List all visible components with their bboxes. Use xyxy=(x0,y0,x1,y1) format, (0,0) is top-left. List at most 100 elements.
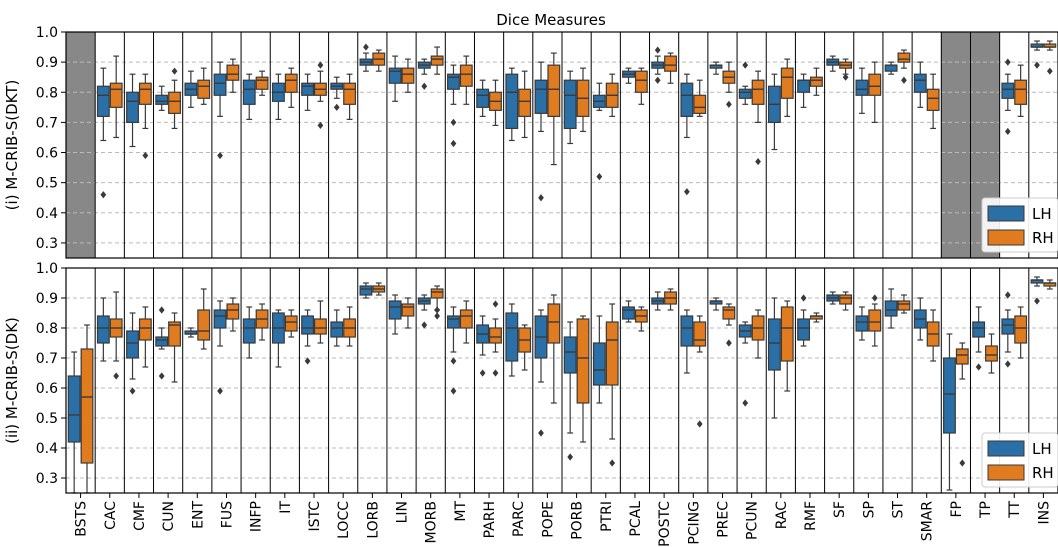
outlier-point xyxy=(596,173,603,181)
panel-frame xyxy=(65,31,1058,259)
box-pcal-lh xyxy=(622,300,635,323)
iqr-box xyxy=(693,321,707,347)
box-cac-lh xyxy=(96,67,110,142)
box-fus-rh xyxy=(226,297,240,332)
iqr-box xyxy=(430,288,444,299)
box-locc-rh xyxy=(343,73,357,120)
iqr-box xyxy=(447,315,460,329)
iqr-box xyxy=(1014,315,1028,344)
outlier-point xyxy=(158,306,165,314)
box-locc-lh xyxy=(330,309,344,347)
iqr-box xyxy=(1001,318,1015,335)
iqr-box xyxy=(96,85,110,117)
outlier-point xyxy=(1046,67,1053,75)
legend-swatch-rh xyxy=(987,229,1025,246)
iqr-box xyxy=(401,67,415,84)
legend-label-lh: LH xyxy=(1032,205,1052,223)
box-prec-rh xyxy=(722,61,736,93)
y-tick-label: 0.7 xyxy=(36,115,58,131)
box-pope-lh xyxy=(534,61,548,133)
y-tick-label: 0.9 xyxy=(36,55,58,71)
box-ent-lh xyxy=(184,327,198,338)
box-parc-rh xyxy=(518,70,532,139)
box-rac-rh xyxy=(780,300,794,392)
y-tick-label: 0.5 xyxy=(36,411,58,427)
iqr-box xyxy=(67,375,81,443)
outlier-point xyxy=(842,73,849,81)
y-tick-label: 0.4 xyxy=(36,206,58,222)
box-tp-lh xyxy=(972,306,986,353)
box-ins-rh xyxy=(1043,40,1057,51)
outlier-point xyxy=(975,363,982,371)
iqr-box xyxy=(680,82,694,117)
iqr-box xyxy=(780,306,794,362)
iqr-box xyxy=(168,321,181,347)
box-rac-rh xyxy=(780,58,794,117)
box-infp-lh xyxy=(242,306,256,359)
box-bsts-lh xyxy=(67,351,81,494)
outlier-point xyxy=(434,312,441,320)
box-ins-rh xyxy=(1043,279,1057,290)
outlier-point xyxy=(742,399,749,407)
box-pope-lh xyxy=(534,309,548,383)
box-parc-lh xyxy=(505,303,519,377)
iqr-box xyxy=(1014,79,1028,105)
outlier-point xyxy=(696,420,703,428)
box-pcing-rh xyxy=(693,315,707,353)
box-porb-lh xyxy=(563,321,577,434)
iqr-box xyxy=(693,94,707,114)
iqr-box xyxy=(751,79,765,105)
box-parh-rh xyxy=(489,318,502,353)
outlier-point xyxy=(654,46,661,54)
box-parh-lh xyxy=(476,79,490,117)
iqr-box xyxy=(80,348,94,464)
outlier-point xyxy=(492,300,499,308)
iqr-box xyxy=(213,73,227,96)
outlier-point xyxy=(450,357,457,365)
box-pcing-lh xyxy=(680,309,694,374)
x-tick-label-istc: ISTC xyxy=(307,501,323,532)
box-st-rh xyxy=(897,294,911,314)
box-postc-lh xyxy=(651,55,665,75)
y-axis-label: (i) M-CRIB-S(DKT) xyxy=(3,80,21,211)
box-ins-lh xyxy=(1030,40,1044,51)
box-fus-rh xyxy=(226,58,240,93)
outlier-point xyxy=(959,459,966,467)
x-tick-label-cmf: CMF xyxy=(132,501,148,531)
x-tick-label-lorb: LORB xyxy=(365,501,381,539)
outlier-point xyxy=(434,306,441,314)
box-st-lh xyxy=(884,288,898,329)
x-tick-label-sf: SF xyxy=(832,501,848,518)
iqr-box xyxy=(388,300,402,320)
box-tt-lh xyxy=(1001,309,1015,353)
box-parc-rh xyxy=(518,324,532,371)
outlier-point xyxy=(450,118,457,126)
iqr-box xyxy=(489,327,502,344)
iqr-box xyxy=(884,300,898,317)
box-tp-rh xyxy=(985,333,998,374)
box-tt-rh xyxy=(1014,306,1028,359)
iqr-box xyxy=(767,318,781,371)
box-istc-rh xyxy=(313,300,327,344)
box-rmf-rh xyxy=(809,67,823,96)
outlier-point xyxy=(538,194,544,202)
outlier-point xyxy=(421,82,428,90)
x-tick-label-postc: POSTC xyxy=(657,501,673,547)
box-lin-rh xyxy=(401,58,415,93)
iqr-box xyxy=(809,76,823,87)
panel-frame xyxy=(65,267,1058,494)
box-mt-lh xyxy=(447,64,460,105)
x-tick-label-ins: INS xyxy=(1036,501,1052,525)
y-tick-label: 1.0 xyxy=(36,25,58,41)
box-lorb-rh xyxy=(372,282,386,296)
outliers xyxy=(113,291,1040,467)
iqr-box xyxy=(780,67,794,99)
iqr-box xyxy=(955,348,969,365)
y-tick-label: 0.8 xyxy=(36,85,58,101)
outlier-point xyxy=(100,191,107,199)
box-it-lh xyxy=(271,309,285,368)
box-ptri-rh xyxy=(605,303,619,440)
x-tick-label-pcun: PCUN xyxy=(745,501,761,540)
box-postc-rh xyxy=(664,288,677,311)
missing-region-bsts xyxy=(66,32,96,258)
